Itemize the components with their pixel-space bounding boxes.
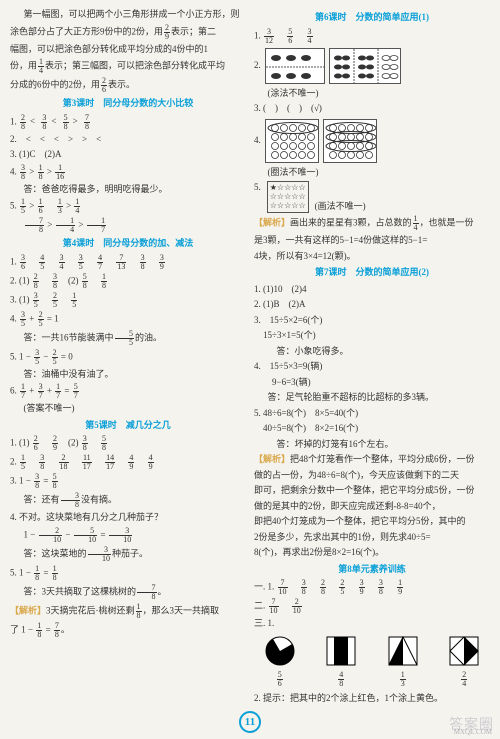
r3: 3. ( ) ( ) (√)	[254, 102, 490, 116]
l4-6: 6. 17 + 37 + 17 = 57	[10, 383, 246, 400]
l5-4q: 4. 不对。这块菜地有几分之几种茄子？	[10, 511, 246, 525]
u1: 一. 1. 710 38 28 25 39 38 19	[254, 579, 490, 596]
q4: 4. 38 > 18 > 116	[10, 164, 246, 181]
r7-5b: 40÷5=8(个) 8×2=16(个)	[254, 422, 490, 436]
p: 涂色部分占了大正方形9份中的2份，用29表示；第二	[10, 24, 246, 41]
heading: 第3课时 同分母分数的大小比较	[10, 97, 246, 111]
r2-diagrams: 2.	[254, 48, 490, 84]
l5-2: 2. 15 38 218 1117 1417 49 49	[10, 454, 246, 471]
ans: 答：这块菜地的310种茄子。	[10, 546, 246, 563]
p: 份，用14表示；第三幅图，可以把涂色部分转化成平均	[10, 58, 246, 75]
l4-1: 1. 36 45 34 35 47 713 38 39	[10, 254, 246, 271]
r7-3b: 15÷3×1=5(个)	[254, 329, 490, 343]
star-box: ★☆☆☆☆☆☆☆☆☆☆☆☆☆☆	[267, 181, 309, 213]
analysis: 【解析】画出来的星星有3颗，占总数的14，也就是一份	[254, 215, 490, 232]
ans: 答：油桶中没有油了。	[10, 368, 246, 382]
heading: 第8单元素养训练	[254, 563, 490, 577]
r7-1: 1. (1)10 (2)4	[254, 283, 490, 297]
watermark-url: MXQE.COM	[454, 727, 492, 738]
u3-shapes: 56 48 13 24	[254, 635, 490, 688]
r7-5a: 5. 48÷6=8(个) 8×5=40(个)	[254, 407, 490, 421]
p: 2份是多少，先求出其中的1份，则先求40÷5=	[254, 531, 490, 545]
r7-4c: 答：足气轮胎重不超标的比超标的多3辆。	[254, 391, 490, 405]
r7-4b: 9−6=3(辆)	[254, 376, 490, 390]
ans: 答：3天共摘取了这棵桃树的78。	[10, 584, 246, 601]
square-grid-icon	[325, 635, 357, 667]
r7-5c: 答：坏掉的灯笼有16个左右。	[254, 438, 490, 452]
r7-4a: 4. 15÷5×3=9(辆)	[254, 360, 490, 374]
r7-2: 2. (1)B (2)A	[254, 298, 490, 312]
ans: 答：爸爸吃得最多，明明吃得最少。	[10, 183, 246, 197]
p: 做的是其中的2份，即天应完成还剩-8-8=40个，	[254, 500, 490, 514]
l5-3: 3. 1 − 38 = 58	[10, 473, 246, 490]
page-number: 11	[239, 711, 261, 733]
r1: 1. 312 56 34	[254, 28, 490, 45]
diamond-half-icon	[448, 635, 480, 667]
l5-1: 1. (1) 26 29 (2) 38 58	[10, 435, 246, 452]
r5: 5. ★☆☆☆☆☆☆☆☆☆☆☆☆☆☆ (画法不唯一)	[254, 181, 490, 213]
r7-3c: 答：小象吃得多。	[254, 345, 490, 359]
q5: 5. 15 > 16 13 > 14	[10, 198, 246, 215]
q2: 2. < < < > > <	[10, 133, 246, 147]
u3-label: 三. 1.	[254, 617, 490, 631]
p: 4块，所以有3×4=12(颗)。	[254, 250, 490, 264]
l5-5: 5. 1 − 18 = 18	[10, 565, 246, 582]
candy-grid-1	[265, 48, 325, 84]
ans: 答：一共16节能装满中55的油。	[10, 330, 246, 347]
r7-3a: 3. 15÷5×2=6(个)	[254, 314, 490, 328]
circle-grid-1	[265, 119, 319, 163]
pie-chart-icon	[264, 635, 296, 667]
p: 8(个)，再求出2份是8×2=16(个)。	[254, 546, 490, 560]
analysis: 【解析】3天摘完花后·桃树还剩18，那么3天一共摘取	[10, 603, 246, 620]
heading: 第4课时 同分母分数的加、减法	[10, 237, 246, 251]
r4-diagrams: 4.	[254, 119, 490, 163]
circle-grid-2	[323, 119, 377, 163]
p: 做的占一份，为48÷6=8(个)，今天应该做剩下的二天	[254, 469, 490, 483]
u3-note: 2. 提示：把其中的2个涂上红色，1个涂上黄色。	[254, 692, 490, 706]
q1: 1. 28< 38< 58> 78	[10, 114, 246, 131]
candy-grid-2	[329, 48, 401, 84]
note: (涂法不唯一)	[254, 87, 490, 101]
heading: 第5课时 减几分之几	[10, 419, 246, 433]
analysis: 【解析】把48个灯笼看作一个整体，平均分成6份，一份	[254, 453, 490, 467]
p: 分成的6份中的2份，用26表示。	[10, 77, 246, 94]
note: (圈法不唯一)	[254, 166, 490, 180]
q5b: 78 > 14 > 17	[10, 217, 246, 234]
l4-2: 2. (1) 28 38 (2) 58 18	[10, 273, 246, 290]
right-column: 第6课时 分数的简单应用(1) 1. 312 56 34 2.	[254, 8, 490, 711]
ans: 答：还有38没有摘。	[10, 492, 246, 509]
p: 幅图，可以把涂色部分转化成平均分成的4份中的1	[10, 43, 246, 57]
l4-4: 4. 35 + 25 = 1	[10, 311, 246, 328]
triangle-third-icon	[387, 635, 419, 667]
left-column: 第一幅图，可以把两个小三角形拼成一个小正方形，则 涂色部分占了大正方形9份中的2…	[10, 8, 246, 711]
q3: 3. (1)C (2)A	[10, 148, 246, 162]
heading: 第7课时 分数的简单应用(2)	[254, 266, 490, 280]
heading: 第6课时 分数的简单应用(1)	[254, 11, 490, 25]
p: 即可，把剩余分数中一个整体，把它平均分成5份，一份	[254, 484, 490, 498]
note: (答案不唯一)	[10, 402, 246, 416]
l4-5: 5. 1 − 35 − 25 = 0	[10, 349, 246, 366]
u2: 二. 710 210	[254, 598, 490, 615]
p: 是3颗，一共有这样的5−1=4份做这样的5−1=	[254, 234, 490, 248]
l5-4: 1 − 210 − 510 = 310	[10, 527, 246, 544]
p: 即把40个灯笼成为一个整体，把它平均分5份，其中的	[254, 515, 490, 529]
p: 了 1 − 18 = 78。	[10, 622, 246, 639]
l4-3: 3. (1) 35 25 15	[10, 292, 246, 309]
p: 第一幅图，可以把两个小三角形拼成一个小正方形，则	[10, 8, 246, 22]
